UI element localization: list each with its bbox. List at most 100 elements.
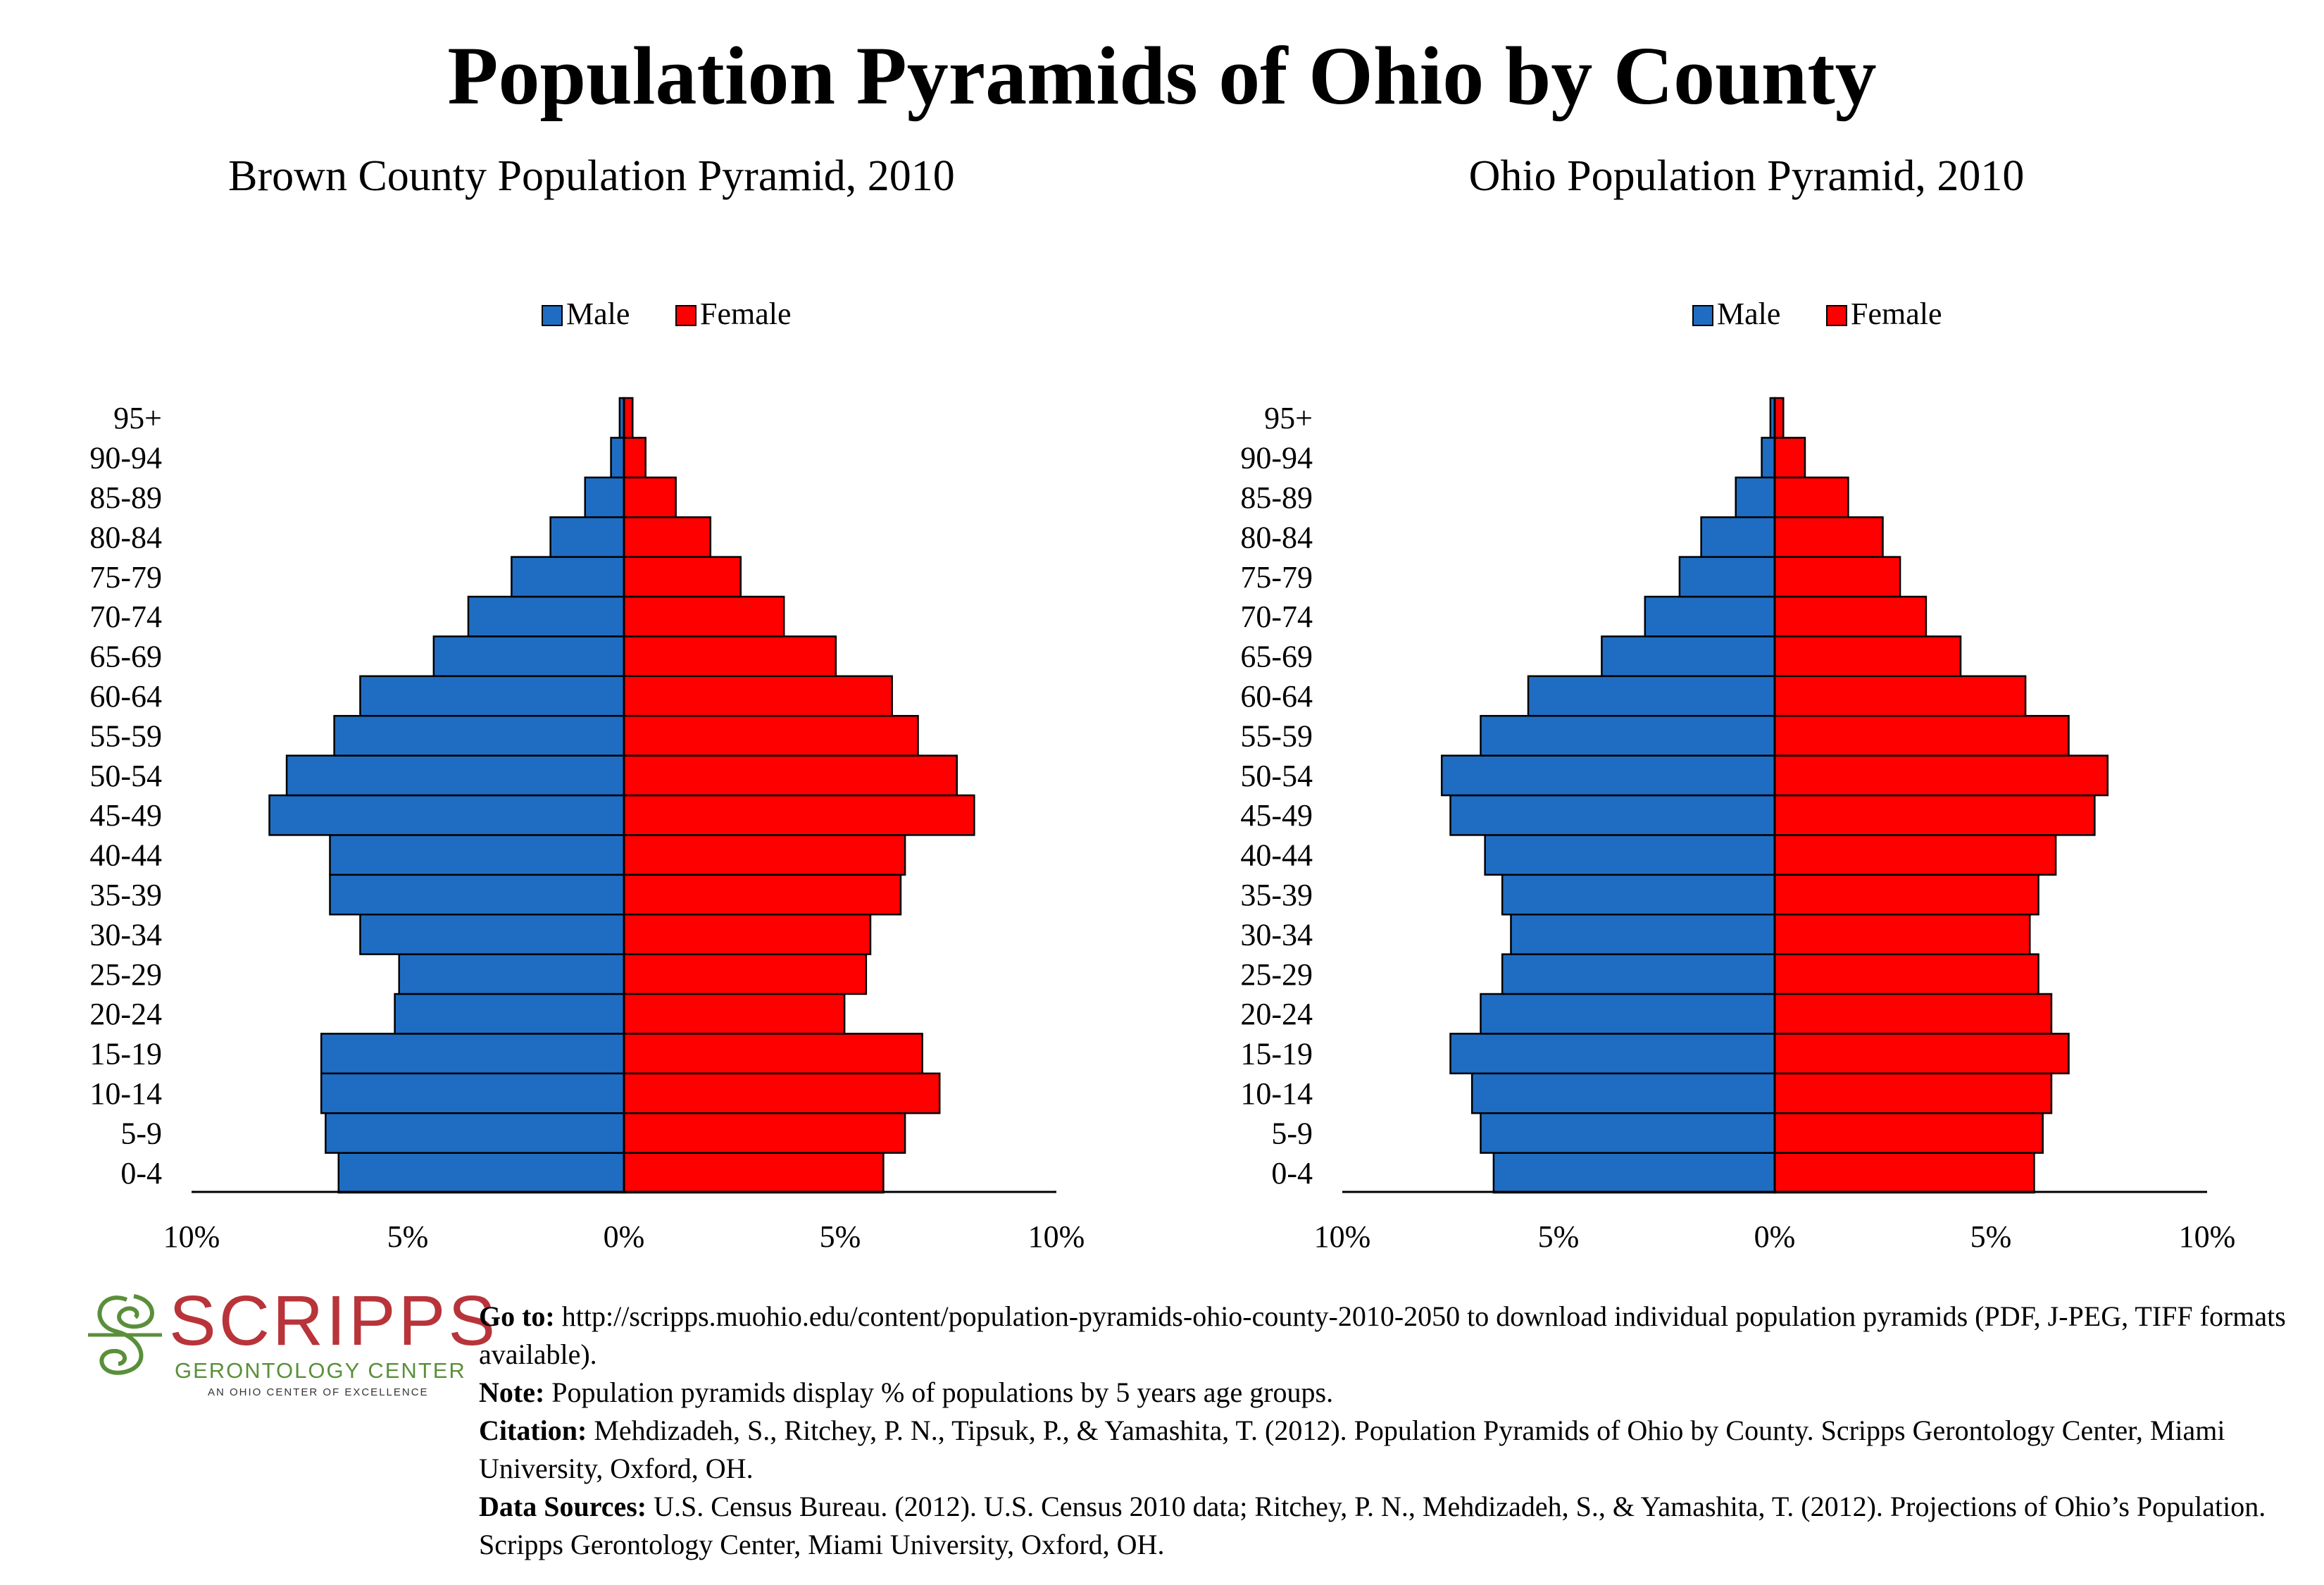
sources-note: Data Sources: U.S. Census Bureau. (2012)… [479,1488,2310,1564]
brown-female-bar-60-64 [623,675,893,717]
ohio-age-label-0-4: 0-4 [1271,1156,1313,1191]
citation-text: Mehdizadeh, S., Ritchey, P. N., Tipsuk, … [479,1415,2225,1484]
brown-legend-male-label: Male [566,297,630,331]
ohio-male-bar-40-44 [1484,834,1776,876]
brown-male-bar-30-34 [359,913,625,955]
brown-female-bar-5-9 [623,1112,906,1154]
brown-male-bar-90-94 [610,437,625,479]
ohio-age-label-30-34: 30-34 [1240,917,1313,952]
brown-age-label-15-19: 15-19 [89,1037,162,1071]
brown-male-bar-20-24 [394,993,625,1035]
brown-age-label-5-9: 5-9 [120,1116,162,1150]
brown-male-bar-75-79 [511,556,625,598]
brown-male-bar-65-69 [432,635,625,678]
brown-age-label-95+: 95+ [113,401,162,435]
ohio-age-label-25-29: 25-29 [1240,957,1313,992]
ohio-female-bar-20-24 [1773,993,2053,1035]
brown-male-bar-35-39 [329,874,625,916]
brown-female-bar-30-34 [623,913,872,955]
brown-female-bar-85-89 [623,476,677,518]
ohio-female-bar-85-89 [1773,476,1849,518]
goto-text: http://scripps.muohio.edu/content/popula… [479,1300,2286,1370]
brown-female-bar-90-94 [623,437,646,479]
ohio-age-label-70-74: 70-74 [1240,599,1313,634]
brown-male-bar-15-19 [320,1033,625,1075]
brown-age-label-45-49: 45-49 [89,798,162,833]
percent-note: Note: Population pyramids display % of p… [479,1374,2310,1412]
logo-tagline: AN OHIO CENTER OF EXCELLENCE [208,1386,429,1398]
brown-age-label-85-89: 85-89 [89,480,162,515]
ohio-female-bar-30-34 [1773,913,2031,955]
ohio-female-bar-75-79 [1773,556,1901,598]
ohio-age-label-90-94: 90-94 [1240,441,1313,476]
ohio-male-bar-55-59 [1480,714,1776,757]
ohio-male-bar-90-94 [1761,437,1776,479]
brown-female-bar-50-54 [623,754,958,797]
brown-age-label-50-54: 50-54 [89,759,162,793]
ohio-female-bar-0-4 [1773,1152,2035,1194]
brown-legend-female-swatch [675,305,696,326]
ohio-female-bar-35-39 [1773,874,2039,916]
ohio-age-label-75-79: 75-79 [1240,560,1313,595]
ohio-age-label-20-24: 20-24 [1240,997,1313,1031]
brown-age-label-90-94: 90-94 [89,441,162,476]
note-label: Note: [479,1376,545,1408]
ohio-female-bar-15-19 [1773,1033,2070,1075]
brown-age-label-40-44: 40-44 [89,838,162,873]
brown-female-bar-70-74 [623,595,785,638]
brown-female-bar-35-39 [623,874,902,916]
brown-female-bar-80-84 [623,516,712,558]
ohio-x-tick-label: 0% [1754,1219,1796,1254]
brown-age-label-65-69: 65-69 [89,640,162,674]
brown-male-bar-10-14 [320,1072,625,1114]
brown-age-label-55-59: 55-59 [89,719,162,753]
brown-legend-female-label: Female [700,297,792,331]
ohio-age-label-10-14: 10-14 [1240,1076,1313,1111]
notes-block: Go to: http://scripps.muohio.edu/content… [479,1298,2310,1564]
ohio-male-bar-20-24 [1480,993,1776,1035]
ohio-age-label-60-64: 60-64 [1240,679,1313,714]
ohio-chart-title: Ohio Population Pyramid, 2010 [1468,152,2025,200]
citation-note: Citation: Mehdizadeh, S., Ritchey, P. N.… [479,1412,2310,1488]
ohio-x-tick-label: 5% [1970,1219,2012,1254]
ohio-female-bar-70-74 [1773,595,1928,638]
brown-female-bar-75-79 [623,556,742,598]
brown-age-label-10-14: 10-14 [89,1076,162,1111]
ohio-age-label-50-54: 50-54 [1240,759,1313,793]
ohio-male-bar-35-39 [1501,874,1776,916]
brown-age-label-20-24: 20-24 [89,997,162,1031]
ohio-male-bar-65-69 [1601,635,1776,678]
brown-female-bar-25-29 [623,953,868,995]
brown-female-bar-0-4 [623,1152,885,1194]
goto-note: Go to: http://scripps.muohio.edu/content… [479,1298,2310,1374]
brown-female-bar-95+ [623,397,634,439]
ohio-age-label-95+: 95+ [1264,401,1313,435]
brown-male-bar-50-54 [285,754,625,797]
brown-age-label-70-74: 70-74 [89,599,162,634]
ohio-male-bar-70-74 [1644,595,1776,638]
ohio-male-bar-60-64 [1527,675,1776,717]
ohio-male-bar-75-79 [1678,556,1776,598]
brown-age-label-0-4: 0-4 [120,1156,162,1191]
brown-x-tick-label: 5% [387,1219,429,1254]
ohio-male-bar-15-19 [1449,1033,1776,1075]
brown-female-bar-55-59 [623,714,919,757]
sources-label: Data Sources: [479,1491,647,1522]
brown-age-label-60-64: 60-64 [89,679,162,714]
brown-male-bar-0-4 [337,1152,625,1194]
brown-x-tick-label: 10% [1028,1219,1085,1254]
ohio-age-label-85-89: 85-89 [1240,480,1313,515]
brown-female-bar-65-69 [623,635,837,678]
brown-female-bar-45-49 [623,794,975,836]
brown-age-label-80-84: 80-84 [89,520,162,554]
brown-male-bar-55-59 [333,714,625,757]
ohio-male-bar-85-89 [1735,476,1776,518]
ohio-female-bar-55-59 [1773,714,2070,757]
brown-legend-male-swatch [542,305,563,326]
scripps-swirl-icon [88,1294,162,1375]
page-title: Population Pyramids of Ohio by County [447,30,1877,122]
brown-male-bar-5-9 [325,1112,625,1154]
ohio-legend-male-swatch [1692,305,1713,326]
ohio-female-bar-40-44 [1773,834,2057,876]
brown-x-tick-label: 5% [820,1219,861,1254]
